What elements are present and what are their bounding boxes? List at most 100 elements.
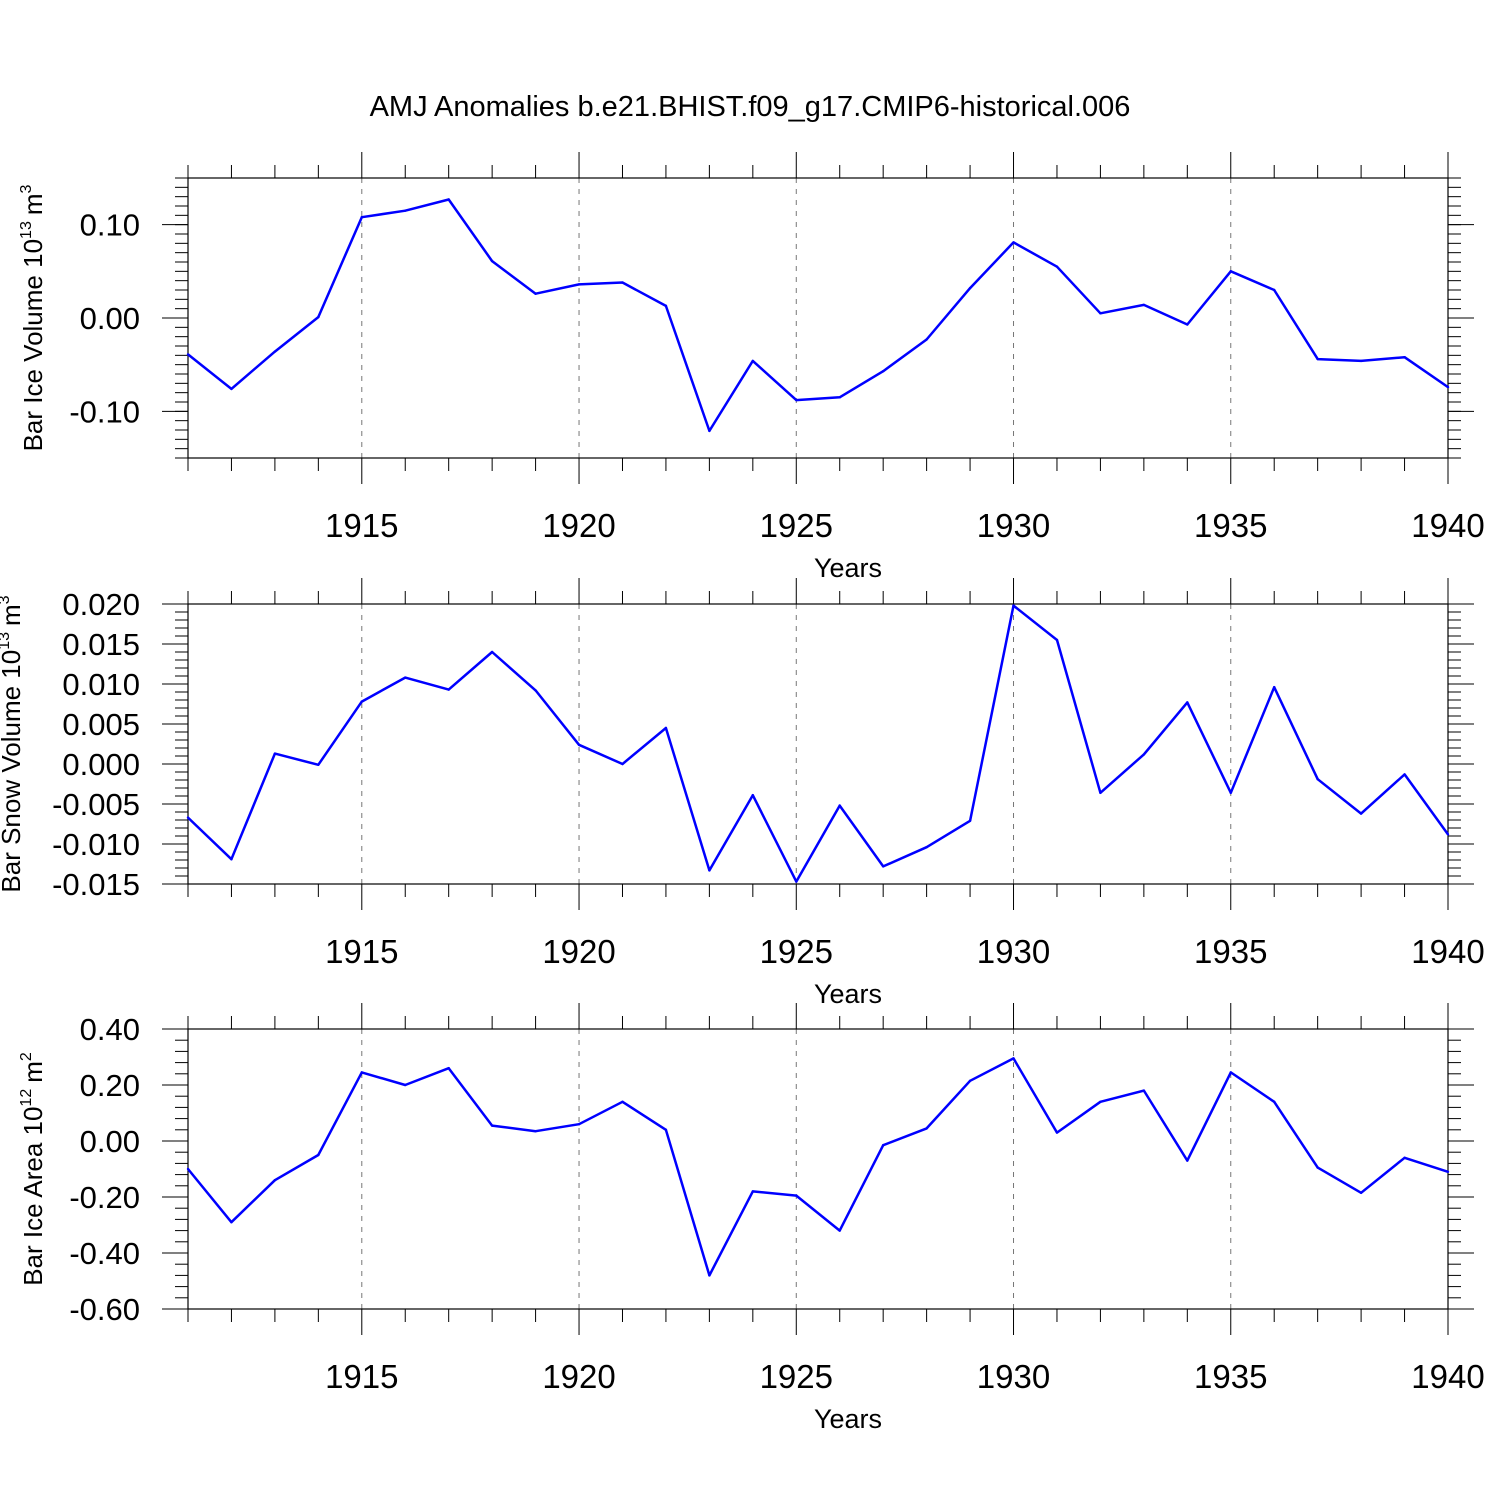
ice-area-point-1935 bbox=[1229, 1071, 1232, 1074]
ice-volume-point-1919 bbox=[534, 292, 537, 295]
ice-volume-point-1936 bbox=[1273, 288, 1276, 292]
panel-snow-volume: -0.015 -0.010 -0.005 0.000 0.005 0.010 0.015 0.… bbox=[0, 578, 1485, 1009]
ice-volume-point-1939 bbox=[1403, 356, 1406, 359]
ice-area-point-1936 bbox=[1273, 1100, 1276, 1104]
ice-area-point-1919 bbox=[534, 1130, 537, 1133]
ice-area-point-1915 bbox=[360, 1071, 363, 1074]
panel-ice-area: -0.60 -0.40 -0.20 0.00 0.20 0.40 1915 1920 1925 1… bbox=[18, 1003, 1485, 1434]
ice-area-xlabel: Years bbox=[814, 1404, 882, 1434]
snow-volume-point-1937 bbox=[1316, 778, 1319, 781]
ice-area-ylabel-unit: m bbox=[18, 1061, 48, 1083]
ice-area-xtick-label-1920: 1920 bbox=[542, 1358, 615, 1395]
ice-area-point-1937 bbox=[1316, 1166, 1319, 1169]
ice-area-point-1920 bbox=[577, 1123, 581, 1126]
snow-volume-ytick-label: 0.020 bbox=[62, 587, 140, 622]
snow-volume-series-line bbox=[187, 604, 1450, 883]
ice-volume-point-1932 bbox=[1099, 312, 1102, 315]
snow-volume-point-1935 bbox=[1229, 791, 1232, 794]
snow-volume-ytick-label: 0.005 bbox=[62, 707, 140, 742]
snow-volume-ylabel-exp: 13 bbox=[0, 632, 13, 650]
ice-area-ytick-label: -0.20 bbox=[69, 1180, 140, 1215]
snow-volume-point-1924 bbox=[751, 794, 755, 797]
snow-volume-ytick-label: -0.005 bbox=[52, 787, 140, 822]
ice-area-point-1924 bbox=[751, 1190, 755, 1193]
ice-area-point-1925 bbox=[795, 1194, 798, 1197]
ice-volume-point-1926 bbox=[838, 396, 841, 399]
ice-volume-point-1927 bbox=[881, 370, 885, 373]
ice-volume-point-1938 bbox=[1359, 359, 1363, 363]
ice-volume-ytick-label: 0.10 bbox=[80, 208, 140, 243]
ice-area-point-1912 bbox=[230, 1221, 233, 1224]
ice-area-ylabel-main: Bar Ice Area 10 bbox=[18, 1107, 48, 1286]
snow-volume-ylabel-unit: m bbox=[0, 604, 26, 626]
ice-volume-point-1923 bbox=[708, 429, 711, 433]
snow-volume-point-1926 bbox=[838, 804, 841, 807]
ice-area-series-line bbox=[187, 1057, 1449, 1277]
snow-volume-point-1913 bbox=[273, 752, 277, 755]
ice-volume-xtick-label-1940: 1940 bbox=[1411, 507, 1484, 544]
ice-area-ylabel-exp: 12 bbox=[18, 1089, 35, 1107]
ice-volume-ytick-label: 0.00 bbox=[80, 301, 140, 336]
ice-area-point-1938 bbox=[1359, 1191, 1363, 1195]
ice-area-point-1923 bbox=[708, 1274, 711, 1277]
ice-area-xtick-label-1925: 1925 bbox=[760, 1358, 833, 1395]
ice-volume-point-1912 bbox=[230, 387, 233, 391]
snow-volume-point-1915 bbox=[360, 700, 363, 703]
ice-area-point-1913 bbox=[273, 1179, 277, 1182]
snow-volume-xtick-label-1915: 1915 bbox=[325, 933, 398, 970]
ice-volume-point-1934 bbox=[1186, 323, 1189, 326]
ice-volume-ylabel-unit: m bbox=[18, 193, 48, 215]
snow-volume-point-1929 bbox=[968, 819, 972, 822]
ice-area-ytick-label: -0.60 bbox=[69, 1292, 140, 1327]
ice-volume-point-1937 bbox=[1316, 357, 1319, 361]
snow-volume-ytick-label: 0.010 bbox=[62, 667, 140, 702]
snow-volume-ylabel-main: Bar Snow Volume 10 bbox=[0, 650, 26, 893]
ice-area-ylabel-unit-exp: 2 bbox=[18, 1052, 35, 1061]
ice-area-point-1940 bbox=[1446, 1170, 1450, 1174]
snow-volume-point-1922 bbox=[664, 726, 668, 730]
ice-volume-xtick-label-1925: 1925 bbox=[760, 507, 833, 544]
ice-area-ylabel: Bar Ice Area 1012 m2 bbox=[18, 1052, 48, 1286]
ice-area-frame bbox=[187, 1028, 1449, 1310]
snow-volume-xlabel: Years bbox=[814, 979, 882, 1009]
ice-area-point-1930 bbox=[1012, 1057, 1015, 1060]
ice-area-point-1914 bbox=[317, 1153, 320, 1157]
ice-volume-xlabel: Years bbox=[814, 553, 882, 583]
snow-volume-xtick-label-1925: 1925 bbox=[760, 933, 833, 970]
snow-volume-xtick-label-1940: 1940 bbox=[1411, 933, 1484, 970]
ice-area-point-1916 bbox=[404, 1083, 407, 1087]
ice-volume-ylabel-main: Bar Ice Volume 10 bbox=[18, 239, 48, 451]
ice-volume-point-1930 bbox=[1012, 241, 1015, 244]
ice-area-xtick-label-1915: 1915 bbox=[325, 1358, 398, 1395]
ice-area-point-1932 bbox=[1099, 1100, 1102, 1104]
ice-area-point-1918 bbox=[490, 1124, 494, 1127]
snow-volume-point-1920 bbox=[577, 743, 581, 746]
snow-volume-xtick-label-1935: 1935 bbox=[1194, 933, 1267, 970]
ice-area-ytick-label: 0.00 bbox=[80, 1124, 140, 1159]
snow-volume-point-1912 bbox=[230, 858, 233, 861]
ice-volume-point-1918 bbox=[490, 259, 494, 263]
ice-area-point-1921 bbox=[621, 1100, 624, 1104]
ice-area-point-1933 bbox=[1142, 1089, 1146, 1092]
snow-volume-point-1928 bbox=[925, 846, 928, 849]
ice-area-xtick-label-1930: 1930 bbox=[977, 1358, 1050, 1395]
snow-volume-point-1916 bbox=[404, 676, 407, 679]
ice-volume-point-1925 bbox=[795, 398, 798, 402]
ice-volume-point-1935 bbox=[1229, 270, 1232, 273]
snow-volume-frame bbox=[187, 603, 1449, 885]
ice-volume-point-1920 bbox=[577, 283, 581, 286]
snow-volume-point-1918 bbox=[490, 650, 494, 654]
ice-area-point-1911 bbox=[186, 1167, 190, 1171]
ice-volume-point-1911 bbox=[186, 353, 190, 356]
snow-volume-point-1936 bbox=[1273, 686, 1276, 689]
ice-area-ytick-label: 0.20 bbox=[80, 1068, 140, 1103]
snow-volume-point-1914 bbox=[317, 763, 320, 766]
ice-volume-point-1917 bbox=[447, 198, 450, 201]
figure-title: AMJ Anomalies b.e21.BHIST.f09_g17.CMIP6-… bbox=[370, 91, 1131, 123]
snow-volume-point-1921 bbox=[621, 762, 624, 766]
snow-volume-point-1930 bbox=[1012, 604, 1015, 607]
ice-volume-xtick-label-1915: 1915 bbox=[325, 507, 398, 544]
ice-area-ytick-label: -0.40 bbox=[69, 1236, 140, 1271]
snow-volume-point-1933 bbox=[1142, 753, 1146, 756]
